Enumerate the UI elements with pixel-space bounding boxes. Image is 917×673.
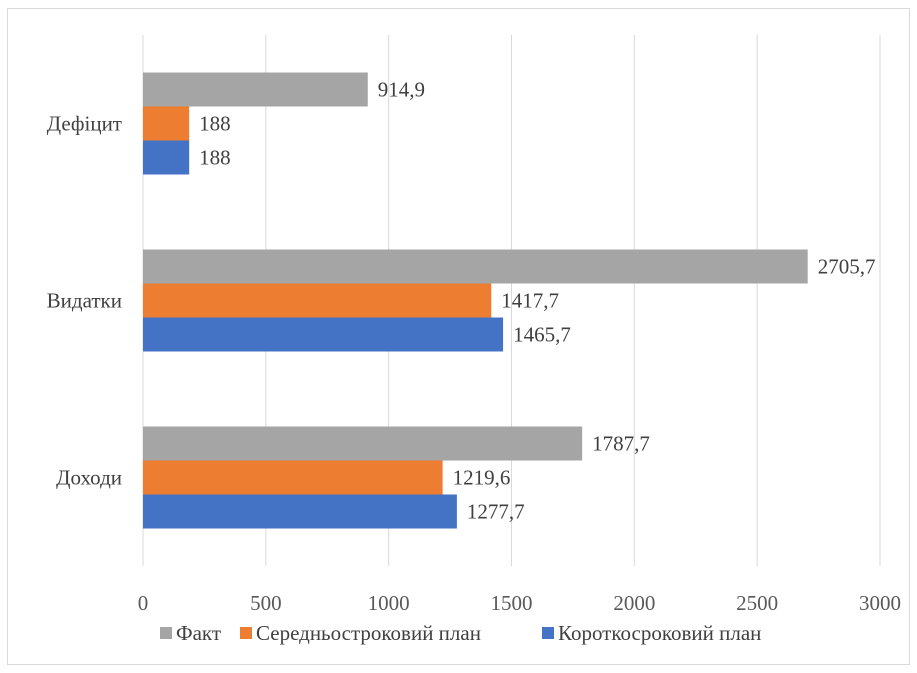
category-label: Видатки [47, 289, 122, 313]
bar [143, 317, 504, 352]
legend: Факт Середньостроковий план Короткосрокови… [160, 621, 761, 645]
bar [143, 494, 457, 529]
category-label: Дефіцит [47, 112, 122, 136]
x-axis: 0 500 1000 1500 2000 2500 3000 [138, 591, 901, 615]
x-tick-label: 3000 [859, 591, 901, 615]
bar [143, 140, 190, 175]
legend-swatch [542, 627, 554, 639]
data-label: 1277,7 [467, 500, 525, 524]
data-label: 188 [199, 146, 231, 170]
bar [143, 106, 190, 141]
legend-swatch [240, 627, 252, 639]
data-label: 1465,7 [513, 323, 571, 347]
data-label: 1417,7 [501, 289, 559, 313]
data-label: 188 [199, 112, 231, 136]
x-tick-label: 1000 [368, 591, 410, 615]
bar [143, 72, 368, 107]
data-label: 914,9 [378, 78, 425, 102]
category-label: Доходи [56, 466, 122, 490]
bar [143, 460, 443, 495]
y-axis: Дефіцит Видатки Доходи [47, 112, 122, 490]
data-label: 1219,6 [453, 466, 511, 490]
x-tick-label: 2500 [736, 591, 778, 615]
x-tick-label: 0 [138, 591, 149, 615]
bars: 914,9 188 188 2705,7 1417,7 1465,7 1787,7 1219,… [143, 72, 876, 529]
legend-entry: Короткосроковий план [558, 621, 761, 645]
bar [143, 283, 492, 318]
legend-entry: Середньостроковий план [256, 621, 481, 645]
data-label: 1787,7 [592, 432, 650, 456]
x-tick-label: 1500 [491, 591, 533, 615]
x-tick-label: 500 [250, 591, 282, 615]
bar [143, 426, 583, 461]
x-tick-label: 2000 [613, 591, 655, 615]
legend-entry: Факт [176, 621, 221, 645]
bar [143, 249, 808, 284]
legend-swatch [160, 627, 172, 639]
data-label: 2705,7 [818, 255, 876, 279]
